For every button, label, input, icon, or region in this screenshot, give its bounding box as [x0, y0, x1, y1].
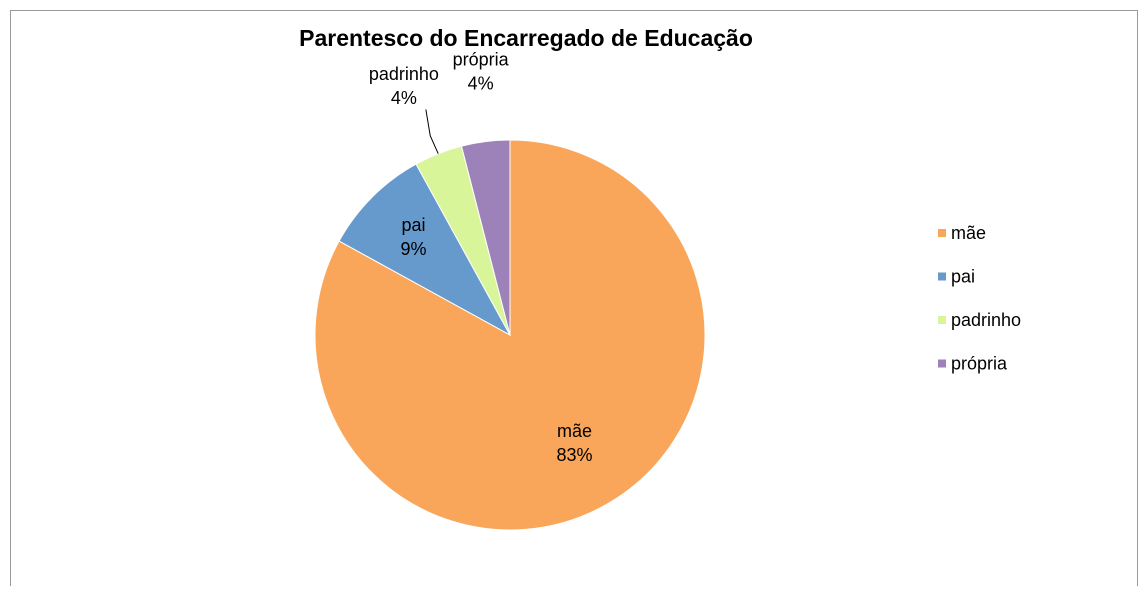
legend-label: pai [951, 266, 975, 286]
legend-label: própria [951, 353, 1008, 373]
legend-label: mãe [951, 223, 986, 243]
legend-swatch [938, 316, 946, 324]
data-label-value: 4% [468, 74, 494, 94]
legend-swatch [938, 229, 946, 237]
data-label-name: padrinho [369, 64, 439, 84]
legend-swatch [938, 272, 946, 281]
pie-slice [338, 163, 512, 337]
data-label-value: 9% [400, 239, 426, 259]
legend-swatch [938, 359, 946, 368]
data-label-name: pai [401, 215, 425, 235]
data-label-name: mãe [557, 421, 592, 441]
chart-title: Parentesco do Encarregado de Educação [299, 25, 753, 51]
data-label-value: 83% [557, 445, 593, 465]
pie-slice [460, 139, 511, 336]
leader-line [425, 109, 439, 154]
data-label-value: 4% [391, 88, 417, 108]
legend-label: padrinho [951, 310, 1021, 330]
data-label-name: própria [453, 50, 510, 70]
